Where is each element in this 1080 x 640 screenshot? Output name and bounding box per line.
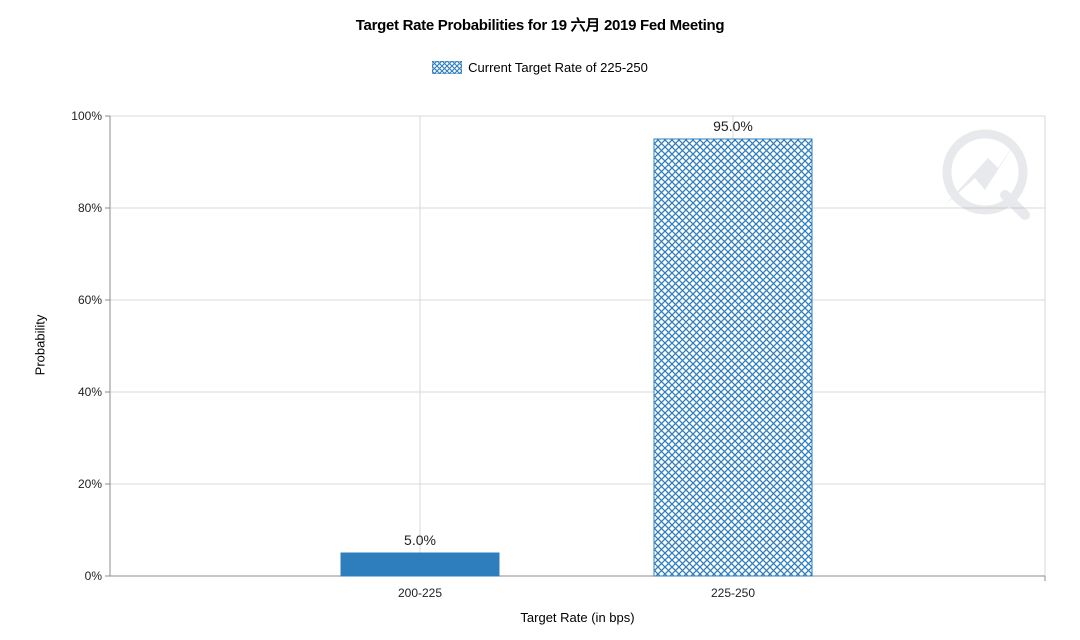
bar-200-225 xyxy=(340,552,500,577)
data-label-200-225: 5.0% xyxy=(404,532,436,548)
legend-label: Current Target Rate of 225-250 xyxy=(468,60,648,75)
x-tick-label-200-225: 200-225 xyxy=(398,586,442,600)
labels: 0% 20% 40% 60% 80% 100% 5.0% 200-225 95.0% 225-25… xyxy=(71,109,755,600)
legend: Current Target Rate of 225-250 xyxy=(0,60,1080,75)
y-axis-label: Probability xyxy=(32,314,48,376)
grid-lines xyxy=(110,115,1046,576)
axes xyxy=(105,115,1046,581)
y-tick-label: 20% xyxy=(78,477,102,491)
legend-swatch xyxy=(432,61,463,74)
watermark-logo-icon xyxy=(942,129,1030,220)
chart-title: Target Rate Probabilities for 19 六月 2019… xyxy=(355,17,725,34)
x-axis-label: Target Rate (in bps) xyxy=(520,610,635,625)
bar-225-250 xyxy=(653,138,813,577)
y-tick-label: 80% xyxy=(78,201,102,215)
y-tick-label: 0% xyxy=(85,569,103,583)
data-label-225-250: 95.0% xyxy=(713,118,753,134)
y-tick-label: 60% xyxy=(78,293,102,307)
y-tick-label: 100% xyxy=(71,109,102,123)
x-tick-label-225-250: 225-250 xyxy=(711,586,755,600)
y-tick-label: 40% xyxy=(78,385,102,399)
bars xyxy=(340,138,813,577)
